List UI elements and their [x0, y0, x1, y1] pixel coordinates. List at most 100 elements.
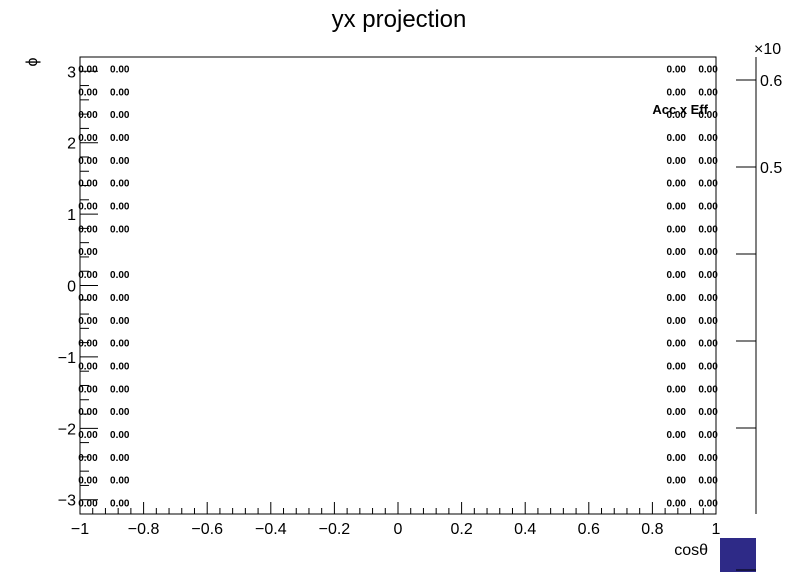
z-axis-title: Acc x Eff — [652, 102, 708, 117]
cell-value-label: 0.00 — [110, 202, 130, 213]
cell-value-label: 0.00 — [698, 224, 718, 235]
cell-value-label: 0.00 — [698, 407, 718, 418]
palette-color-swatch — [720, 538, 756, 572]
y-tick-label: −1 — [58, 350, 76, 367]
cell-value-label: 0.00 — [698, 179, 718, 190]
cell-value-label: 0.00 — [78, 87, 98, 98]
x-tick-label: −0.4 — [255, 521, 287, 538]
x-axis: −1 −0.8 −0.6 −0.4 −0.2 0 0.2 0.4 0.6 0.8 1 — [71, 502, 721, 538]
cell-value-label: 0.00 — [698, 476, 718, 487]
cell-value-label: 0.00 — [698, 247, 718, 258]
cell-value-label: 0.00 — [698, 133, 718, 144]
cell-value-label: 0.00 — [667, 179, 687, 190]
cell-value-label: 0.00 — [698, 270, 718, 281]
y-axis: −3 −2 −1 0 1 2 3 — [58, 56, 98, 515]
cell-value-label: 0.00 — [667, 316, 687, 327]
y-tick-label: 1 — [67, 207, 76, 224]
cell-value-label: 0.00 — [698, 499, 718, 510]
cell-value-label: 0.00 — [110, 384, 130, 395]
cell-value-label: 0.00 — [110, 499, 130, 510]
cell-value-label: 0.00 — [110, 64, 130, 75]
cell-value-label: 0.00 — [667, 270, 687, 281]
x-tick-label: −1 — [71, 521, 89, 538]
x-tick-label: 0.4 — [514, 521, 536, 538]
cell-value-label: 0.00 — [698, 64, 718, 75]
cell-value-label: 0.00 — [78, 407, 98, 418]
cell-value-label: 0.00 — [110, 270, 130, 281]
cell-value-label: 0.00 — [78, 384, 98, 395]
cell-value-label: 0.00 — [667, 87, 687, 98]
cell-value-label: 0.00 — [78, 133, 98, 144]
cell-value-label: 0.00 — [78, 293, 98, 304]
cell-value-label: 0.00 — [698, 293, 718, 304]
x-tick-label: 0.2 — [450, 521, 472, 538]
cell-value-label: 0.00 — [78, 202, 98, 213]
x-tick-label: 1 — [712, 521, 721, 538]
x-tick-label: −0.8 — [128, 521, 160, 538]
cell-value-label: 0.00 — [78, 361, 98, 372]
cell-value-label: 0.00 — [698, 156, 718, 167]
cell-value-label: 0.00 — [78, 64, 98, 75]
cell-value-label: 0.00 — [667, 156, 687, 167]
cell-value-label: 0.00 — [78, 476, 98, 487]
x-tick-label: −0.2 — [319, 521, 351, 538]
x-tick-label: 0.8 — [641, 521, 663, 538]
palette-axis: 0.5 0.6 ×10 — [720, 41, 782, 572]
cell-value-label: 0.00 — [698, 316, 718, 327]
cell-value-label: 0.00 — [667, 407, 687, 418]
palette-exponent-label: ×10 — [754, 41, 781, 58]
x-axis-title: cosθ — [674, 542, 708, 559]
x-tick-label: −0.6 — [191, 521, 223, 538]
cell-value-label: 0.00 — [110, 156, 130, 167]
cell-value-label: 0.00 — [698, 110, 718, 121]
palette-tick-label: 0.5 — [760, 160, 782, 177]
cell-value-label: 0.00 — [78, 156, 98, 167]
cell-value-label: 0.00 — [698, 384, 718, 395]
cell-value-label: 0.00 — [698, 87, 718, 98]
cell-value-label: 0.00 — [667, 476, 687, 487]
plot-frame — [79, 56, 717, 515]
cell-value-label: 0.00 — [78, 499, 98, 510]
y-axis-title: ϕ — [24, 57, 41, 66]
cell-value-label: 0.00 — [110, 476, 130, 487]
cell-value-label: 0.00 — [78, 316, 98, 327]
cell-value-label: 0.00 — [110, 224, 130, 235]
y-tick-label: 2 — [67, 136, 76, 153]
cell-value-label: 0.00 — [78, 247, 98, 258]
cell-value-label: 0.00 — [110, 87, 130, 98]
cell-value-label: 0.00 — [698, 339, 718, 350]
cell-value-label: 0.00 — [667, 499, 687, 510]
chart-title: yx projection — [332, 6, 467, 33]
cell-value-label: 0.00 — [667, 293, 687, 304]
cell-value-label: 0.00 — [698, 202, 718, 213]
cell-value-label: 0.00 — [110, 293, 130, 304]
cell-value-label: 0.00 — [667, 361, 687, 372]
cell-value-label: 0.00 — [667, 384, 687, 395]
cell-value-label: 0.00 — [78, 430, 98, 441]
cell-value-label: 0.00 — [110, 133, 130, 144]
cell-value-label: 0.00 — [667, 202, 687, 213]
cell-labels: 0.00 0.00 0.00 0.00 0.00 0.00 0.00 0.00 0.00 0.00… — [78, 64, 718, 509]
y-tick-label: −3 — [58, 493, 76, 510]
cell-value-label: 0.00 — [667, 453, 687, 464]
cell-value-label: 0.00 — [110, 110, 130, 121]
palette-tick-label: 0.6 — [760, 73, 782, 90]
cell-value-label: 0.00 — [698, 361, 718, 372]
cell-value-label: 0.00 — [110, 430, 130, 441]
cell-value-label: 0.00 — [78, 339, 98, 350]
cell-value-label: 0.00 — [698, 453, 718, 464]
cell-value-label: 0.00 — [667, 247, 687, 258]
cell-value-label: 0.00 — [110, 339, 130, 350]
cell-value-label: 0.00 — [110, 361, 130, 372]
cell-value-label: 0.00 — [698, 430, 718, 441]
cell-value-label: 0.00 — [667, 430, 687, 441]
cell-value-label: 0.00 — [78, 179, 98, 190]
cell-value-label: 0.00 — [667, 224, 687, 235]
x-tick-label: 0.6 — [578, 521, 600, 538]
cell-value-label: 0.00 — [78, 224, 98, 235]
y-tick-label: 0 — [67, 279, 76, 296]
cell-value-label: 0.00 — [78, 453, 98, 464]
cell-value-label: 0.00 — [667, 339, 687, 350]
y-tick-label: −2 — [58, 421, 76, 438]
